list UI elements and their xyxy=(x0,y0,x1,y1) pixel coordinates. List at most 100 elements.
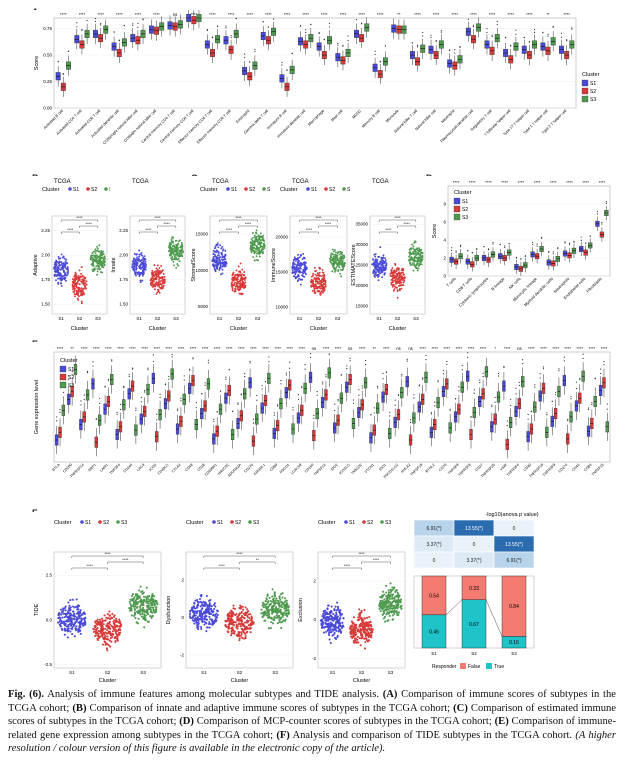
dot-S1 xyxy=(57,616,60,620)
significance-label: **** xyxy=(582,180,589,185)
dot-S3 xyxy=(141,608,145,611)
dot-S3 xyxy=(128,600,131,603)
outlier-point xyxy=(492,243,494,245)
significance-bracket xyxy=(71,567,108,570)
outlier-point xyxy=(347,35,349,37)
outlier-point xyxy=(261,388,263,390)
dot-S3 xyxy=(340,275,343,278)
dot-S1 xyxy=(82,617,85,620)
significance-label: **** xyxy=(504,346,511,351)
dot-S2 xyxy=(242,612,246,615)
outlier-point xyxy=(337,44,339,46)
dot-S3 xyxy=(149,610,152,613)
dot-S3 xyxy=(333,270,336,273)
outlier-point xyxy=(467,352,469,354)
dot-S2 xyxy=(246,608,249,611)
y-tick-label: 2.00 xyxy=(119,253,128,258)
dot-S1 xyxy=(61,610,64,613)
dot-S2 xyxy=(75,289,78,292)
dot-S3 xyxy=(341,260,344,262)
dot-S3 xyxy=(94,254,97,257)
dot-S2 xyxy=(395,280,398,283)
dot-S2 xyxy=(241,622,244,625)
dot-S1 xyxy=(204,601,207,604)
significance-label: **** xyxy=(577,346,584,351)
x-tick-label: S3 xyxy=(413,316,419,321)
dot-S1 xyxy=(382,254,385,257)
dot-S3 xyxy=(143,599,146,603)
dot-S1 xyxy=(198,613,201,616)
outlier-point xyxy=(262,21,264,23)
significance-label: **** xyxy=(246,12,253,17)
dot-S2 xyxy=(109,627,112,630)
dot-S2 xyxy=(100,629,103,633)
dot-S3 xyxy=(175,245,178,248)
significance-label: **** xyxy=(97,12,104,17)
dot-S1 xyxy=(191,606,194,610)
outlier-point xyxy=(152,354,155,356)
dot-S2 xyxy=(244,281,247,284)
plot-frame xyxy=(53,17,577,109)
dot-S2 xyxy=(391,271,394,274)
dot-S1 xyxy=(212,252,215,255)
dot-S1 xyxy=(62,275,65,278)
dot-S2 xyxy=(155,270,158,272)
x-tick-label: CD274 xyxy=(558,463,569,474)
dot-S2 xyxy=(110,640,113,643)
dot-S3 xyxy=(151,606,154,609)
dot-S2 xyxy=(154,271,157,274)
dot-S2 xyxy=(155,267,158,270)
dot-S2 xyxy=(84,282,87,285)
dot-S2 xyxy=(161,279,164,282)
dot-S3 xyxy=(94,268,96,271)
outlier-point xyxy=(524,255,526,257)
significance-bracket xyxy=(378,231,398,234)
dot-S1 xyxy=(384,259,387,262)
dot-S3 xyxy=(176,252,179,255)
dot-S2 xyxy=(238,637,241,640)
outlier-point xyxy=(534,384,536,386)
dot-S1 xyxy=(372,258,375,261)
x-tick-label: TNFRSF8 xyxy=(457,463,471,477)
y-tick-label: 10000 xyxy=(275,305,288,310)
dot-S1 xyxy=(70,627,73,630)
dot-S1 xyxy=(136,261,139,264)
outlier-point xyxy=(111,359,113,361)
dot-S1 xyxy=(373,266,376,269)
dot-S1 xyxy=(52,267,55,270)
legend-title: Cluster xyxy=(280,187,298,193)
outlier-point xyxy=(563,356,565,358)
dot-S1 xyxy=(70,623,73,626)
dot-S1 xyxy=(60,276,63,279)
dot-S2 xyxy=(400,277,403,280)
dot-S2 xyxy=(324,285,327,288)
dot-S2 xyxy=(80,280,83,283)
y-tick-label: 25000 xyxy=(355,263,368,268)
dot-S2 xyxy=(243,625,246,628)
dot-S2 xyxy=(71,278,74,281)
dot-S3 xyxy=(259,246,262,248)
dot-S1 xyxy=(293,275,296,278)
outlier-point xyxy=(281,61,283,64)
significance-label: * xyxy=(494,346,496,351)
dot-S2 xyxy=(399,284,402,287)
outlier-point xyxy=(59,411,61,413)
dot-S2 xyxy=(231,610,234,613)
dot-S3 xyxy=(147,606,150,609)
dot-S3 xyxy=(265,614,268,617)
dot-S3 xyxy=(267,611,270,614)
dot-S2 xyxy=(393,288,396,291)
dot-S1 xyxy=(293,266,296,269)
outlier-point xyxy=(442,370,445,372)
dot-S1 xyxy=(297,270,300,273)
dot-S2 xyxy=(239,273,241,276)
outlier-point xyxy=(144,391,146,393)
dot-S3 xyxy=(337,261,340,264)
outlier-point xyxy=(455,251,457,253)
dot-S2 xyxy=(239,622,242,626)
significance-label: **** xyxy=(306,227,313,232)
outlier-point xyxy=(534,386,536,388)
dot-S3 xyxy=(173,250,176,253)
dot-S3 xyxy=(154,610,157,613)
